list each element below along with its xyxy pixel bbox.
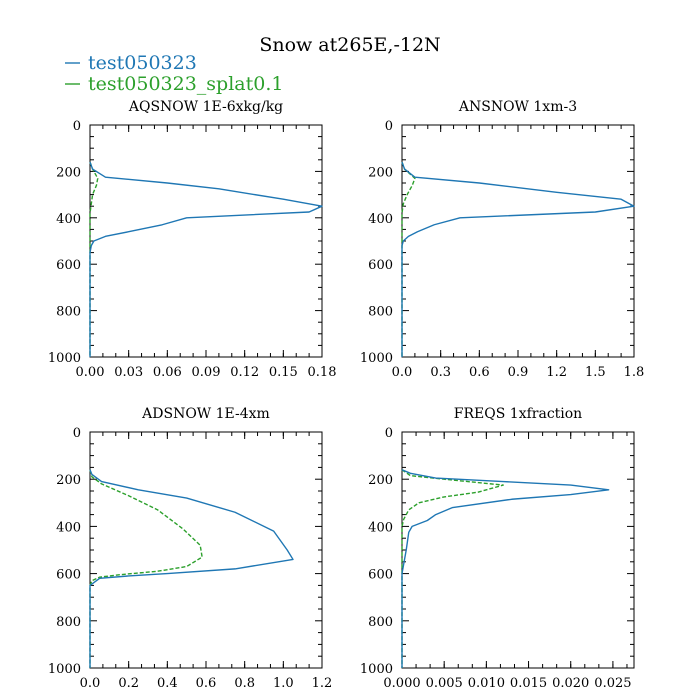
panel-title: FREQS 1xfraction — [454, 406, 582, 422]
x-tick-label: 0.00 — [76, 365, 105, 380]
x-tick-label: 0.025 — [594, 676, 631, 691]
y-tick-label: 200 — [56, 165, 81, 180]
x-tick-label: 1.8 — [624, 365, 645, 380]
plot-frame — [89, 124, 323, 358]
y-tick-label: 0 — [385, 119, 393, 134]
x-tick-label: 0.000 — [383, 676, 420, 691]
x-tick-label: 0.2 — [118, 676, 139, 691]
x-tick-label: 0.0 — [80, 676, 101, 691]
series-line-test050323 — [89, 161, 323, 357]
x-tick-label: 0.3 — [430, 365, 451, 380]
panel-title: AQSNOW 1E-6xkg/kg — [128, 99, 283, 115]
y-tick-label: 800 — [368, 615, 393, 630]
series-line-test050323 — [401, 161, 635, 357]
y-tick-label: 200 — [368, 165, 393, 180]
x-tick-label: 1.0 — [273, 676, 294, 691]
y-tick-label: 0 — [385, 426, 393, 441]
y-tick-label: 1000 — [48, 662, 81, 677]
y-tick-label: 200 — [368, 473, 393, 488]
y-tick-label: 400 — [56, 520, 81, 535]
legend: test050323 test050323_splat0.1 — [65, 52, 283, 95]
x-tick-label: 0.020 — [552, 676, 589, 691]
x-tick-label: 0.6 — [469, 365, 490, 380]
series-line-test050323-splat0.1 — [401, 469, 504, 668]
x-tick-label: 1.2 — [312, 676, 333, 691]
x-tick-label: 0.8 — [234, 676, 255, 691]
x-tick-label: 0.06 — [153, 365, 182, 380]
x-tick-label: 0.12 — [230, 365, 259, 380]
y-tick-label: 0 — [73, 426, 81, 441]
plot-frame — [401, 124, 635, 358]
y-tick-label: 0 — [73, 119, 81, 134]
x-tick-label: 1.5 — [585, 365, 606, 380]
y-tick-label: 400 — [368, 520, 393, 535]
x-tick-label: 0.18 — [308, 365, 337, 380]
y-tick-label: 600 — [56, 568, 81, 583]
x-tick-label: 0.09 — [192, 365, 221, 380]
x-tick-label: 0.010 — [468, 676, 505, 691]
y-tick-label: 200 — [56, 473, 81, 488]
series-line-test050323-splat0.1 — [89, 161, 99, 357]
panel-title: ADSNOW 1E-4xm — [141, 406, 270, 422]
x-tick-label: 0.0 — [392, 365, 413, 380]
x-tick-label: 0.4 — [157, 676, 178, 691]
y-tick-label: 800 — [56, 305, 81, 320]
series-line-test050323-splat0.1 — [89, 469, 203, 668]
y-tick-label: 400 — [56, 212, 81, 227]
y-tick-label: 600 — [56, 258, 81, 273]
y-tick-label: 400 — [368, 212, 393, 227]
legend-label-0: test050323 — [88, 52, 197, 74]
plot-frame — [401, 431, 635, 669]
x-tick-label: 0.15 — [269, 365, 298, 380]
y-tick-label: 600 — [368, 568, 393, 583]
x-tick-label: 0.6 — [196, 676, 217, 691]
y-tick-label: 1000 — [48, 351, 81, 366]
x-tick-label: 0.9 — [508, 365, 529, 380]
panel-title: ANSNOW 1xm-3 — [458, 99, 577, 115]
series-line-test050323-splat0.1 — [401, 161, 416, 357]
y-tick-label: 600 — [368, 258, 393, 273]
legend-label-1: test050323_splat0.1 — [88, 73, 283, 95]
x-tick-label: 1.2 — [546, 365, 567, 380]
x-tick-label: 0.015 — [510, 676, 547, 691]
y-tick-label: 800 — [56, 615, 81, 630]
figure-title: Snow at265E,-12N — [259, 34, 440, 56]
y-tick-label: 1000 — [360, 662, 393, 677]
x-tick-label: 0.005 — [426, 676, 463, 691]
x-tick-label: 0.03 — [114, 365, 143, 380]
y-tick-label: 1000 — [360, 351, 393, 366]
series-line-test050323 — [89, 469, 294, 668]
series-line-test050323 — [401, 469, 610, 668]
y-tick-label: 800 — [368, 305, 393, 320]
